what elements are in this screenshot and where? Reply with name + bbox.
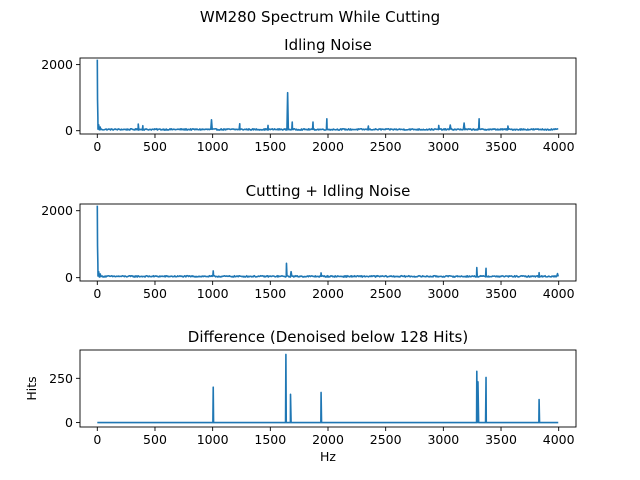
x-tick-label: 2500 bbox=[370, 286, 402, 301]
x-tick-label: 2000 bbox=[312, 432, 344, 447]
x-tick-label: 4000 bbox=[543, 286, 575, 301]
subplot-title: Idling Noise bbox=[284, 36, 372, 54]
x-tick-label: 1000 bbox=[197, 139, 229, 154]
x-tick-label: 1500 bbox=[254, 286, 286, 301]
x-tick-label: 4000 bbox=[543, 432, 575, 447]
x-tick-label: 3500 bbox=[485, 432, 517, 447]
x-tick-label: 1500 bbox=[254, 139, 286, 154]
x-tick-label: 0 bbox=[93, 432, 101, 447]
y-tick-label: 250 bbox=[49, 371, 73, 386]
y-axis-label: Hits bbox=[24, 376, 39, 400]
subplot-1: Idling Noise 0 500 1000 1500 2000 2500 3000 3500… bbox=[41, 36, 577, 154]
series-line bbox=[97, 353, 559, 424]
y-tick-label: 2000 bbox=[41, 203, 73, 218]
subplot-title: Difference (Denoised below 128 Hits) bbox=[188, 328, 468, 346]
x-tick-label: 4000 bbox=[543, 139, 575, 154]
series-line bbox=[96, 59, 559, 131]
y-tick-label: 2000 bbox=[41, 57, 73, 72]
x-tick-label: 0 bbox=[93, 286, 101, 301]
x-tick-label: 3500 bbox=[485, 286, 517, 301]
subplot-3: Difference (Denoised below 128 Hits) 0 500… bbox=[24, 328, 577, 464]
x-tick-label: 2500 bbox=[370, 432, 402, 447]
x-tick-label: 1500 bbox=[254, 432, 286, 447]
x-tick-label: 3000 bbox=[427, 139, 459, 154]
y-tick-label: 0 bbox=[65, 123, 73, 138]
x-tick-label: 3000 bbox=[427, 286, 459, 301]
subplot-title: Cutting + Idling Noise bbox=[246, 182, 411, 200]
x-tick-label: 500 bbox=[143, 432, 167, 447]
x-tick-label: 500 bbox=[143, 286, 167, 301]
x-axis-label: Hz bbox=[320, 449, 336, 464]
x-tick-label: 0 bbox=[93, 139, 101, 154]
x-tick-label: 3500 bbox=[485, 139, 517, 154]
subplot-2: Cutting + Idling Noise 0 500 1000 1500 2000 25… bbox=[41, 182, 577, 301]
x-tick-label: 2500 bbox=[370, 139, 402, 154]
x-tick-label: 2000 bbox=[312, 139, 344, 154]
x-tick-label: 3000 bbox=[427, 432, 459, 447]
x-tick-label: 1000 bbox=[197, 432, 229, 447]
series-line bbox=[96, 205, 560, 278]
x-tick-label: 500 bbox=[143, 139, 167, 154]
y-tick-label: 0 bbox=[65, 415, 73, 430]
x-tick-label: 1000 bbox=[197, 286, 229, 301]
y-tick-label: 0 bbox=[65, 270, 73, 285]
x-tick-label: 2000 bbox=[312, 286, 344, 301]
figure-suptitle: WM280 Spectrum While Cutting bbox=[200, 8, 440, 26]
